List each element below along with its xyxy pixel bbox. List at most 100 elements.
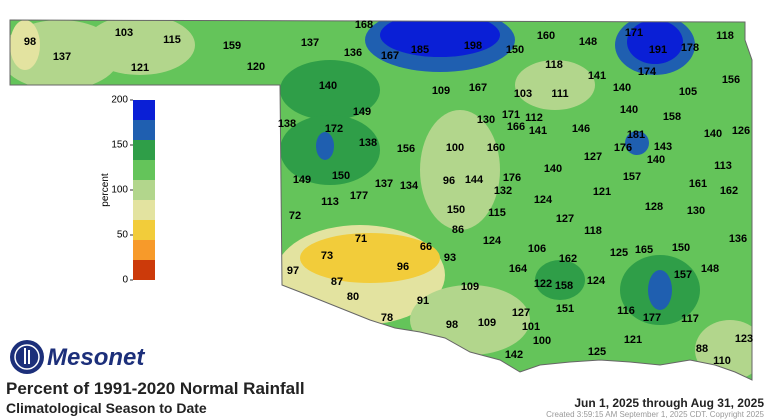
station-value: 121 — [131, 62, 149, 74]
station-value: 121 — [593, 186, 611, 198]
station-value: 66 — [420, 241, 432, 253]
station-value: 176 — [503, 172, 521, 184]
station-value: 115 — [488, 207, 506, 219]
station-value: 127 — [556, 213, 574, 225]
station-value: 141 — [529, 125, 547, 137]
station-value: 140 — [647, 154, 665, 166]
station-value: 80 — [347, 291, 359, 303]
station-value: 134 — [400, 180, 419, 192]
station-value: 128 — [645, 201, 663, 213]
station-value: 123 — [735, 333, 753, 345]
legend-swatch — [133, 240, 155, 260]
legend-swatch — [133, 160, 155, 180]
station-value: 110 — [713, 355, 731, 367]
station-value: 198 — [464, 40, 482, 52]
legend-swatch — [133, 100, 155, 120]
station-value: 160 — [537, 30, 555, 42]
station-value: 160 — [487, 142, 505, 154]
station-value: 71 — [355, 233, 367, 245]
station-value: 167 — [469, 82, 487, 94]
subtitle: Climatological Season to Date — [6, 400, 207, 416]
station-value: 142 — [505, 349, 523, 361]
station-value: 140 — [620, 104, 638, 116]
station-value: 136 — [729, 233, 747, 245]
station-value: 118 — [716, 30, 734, 42]
station-value: 148 — [579, 36, 597, 48]
station-value: 144 — [465, 174, 484, 186]
station-value: 124 — [534, 194, 553, 206]
station-value: 100 — [446, 142, 464, 154]
station-value: 167 — [381, 50, 399, 62]
station-value: 158 — [663, 111, 681, 123]
station-value: 165 — [635, 244, 653, 256]
station-value: 109 — [432, 85, 450, 97]
legend: percent 0 50 100 150 200 — [100, 95, 155, 286]
station-value: 91 — [417, 295, 429, 307]
station-value: 140 — [544, 163, 562, 175]
station-value: 162 — [720, 185, 738, 197]
station-value: 149 — [353, 106, 371, 118]
station-value: 103 — [514, 88, 532, 100]
station-value: 118 — [584, 225, 602, 237]
station-value: 93 — [444, 252, 456, 264]
station-value: 159 — [223, 40, 241, 52]
station-value: 98 — [24, 36, 36, 48]
legend-tick-label: 0 — [122, 275, 128, 286]
station-value: 116 — [617, 305, 635, 317]
station-value: 132 — [494, 185, 512, 197]
station-value: 72 — [289, 210, 301, 222]
station-value: 103 — [115, 27, 133, 39]
station-value: 118 — [545, 59, 563, 71]
station-value: 137 — [301, 37, 319, 49]
station-value: 178 — [681, 42, 699, 54]
station-value: 86 — [452, 224, 464, 236]
station-value: 122 — [534, 278, 552, 290]
station-value: 78 — [381, 312, 393, 324]
station-value: 149 — [293, 174, 311, 186]
legend-label: percent — [100, 173, 111, 207]
legend-swatch — [133, 260, 155, 280]
station-value: 106 — [528, 243, 546, 255]
station-value: 125 — [588, 346, 606, 358]
station-value: 140 — [319, 80, 337, 92]
station-value: 121 — [624, 334, 642, 346]
station-value: 136 — [344, 47, 362, 59]
station-value: 127 — [512, 307, 530, 319]
station-value: 158 — [555, 280, 573, 292]
station-value: 151 — [556, 303, 574, 315]
station-value: 150 — [506, 44, 524, 56]
station-value: 157 — [674, 269, 692, 281]
station-value: 101 — [522, 321, 540, 333]
legend-tick-label: 150 — [111, 140, 128, 151]
station-value: 120 — [247, 61, 265, 73]
station-value: 176 — [614, 142, 632, 154]
logo-text: Mesonet — [47, 344, 145, 371]
station-value: 98 — [446, 319, 458, 331]
legend-swatch — [133, 180, 155, 200]
station-value: 112 — [525, 112, 543, 124]
station-value: 109 — [478, 317, 496, 329]
station-value: 140 — [613, 82, 631, 94]
station-value: 115 — [163, 34, 181, 46]
station-value: 171 — [625, 27, 643, 39]
station-value: 177 — [350, 190, 368, 202]
station-value: 96 — [443, 175, 455, 187]
legend-tick-label: 200 — [111, 95, 128, 106]
legend-tick-label: 50 — [117, 230, 129, 241]
station-value: 140 — [704, 128, 722, 140]
station-value: 146 — [572, 123, 590, 135]
station-value: 150 — [672, 242, 690, 254]
legend-swatch — [133, 120, 155, 140]
station-value: 168 — [355, 19, 373, 31]
created-note: Created 3:59:15 AM September 1, 2025 CDT… — [546, 410, 764, 419]
station-value: 164 — [509, 263, 528, 275]
legend-swatch — [133, 200, 155, 220]
logo: Mesonet — [10, 340, 145, 374]
station-value: 125 — [610, 247, 628, 259]
station-value: 171 — [502, 109, 520, 121]
station-value: 73 — [321, 250, 333, 262]
station-value: 150 — [332, 170, 350, 182]
station-value: 156 — [397, 143, 415, 155]
station-value: 157 — [623, 171, 641, 183]
